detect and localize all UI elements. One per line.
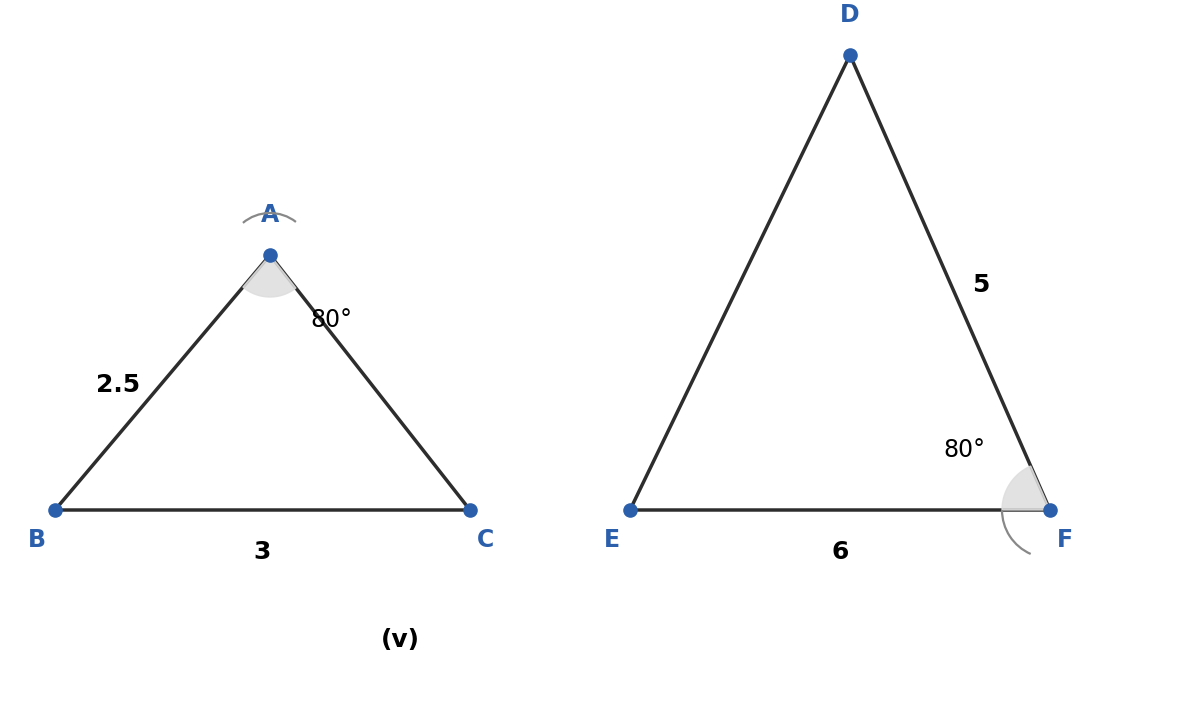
- Text: F: F: [1057, 528, 1073, 552]
- Text: E: E: [604, 528, 620, 552]
- Text: 6: 6: [832, 540, 848, 564]
- Point: [620, 504, 640, 516]
- Text: 2.5: 2.5: [96, 373, 140, 397]
- Text: D: D: [840, 3, 860, 27]
- Text: 3: 3: [253, 540, 271, 564]
- Text: 80°: 80°: [310, 308, 352, 332]
- Text: 5: 5: [972, 273, 989, 297]
- Polygon shape: [242, 255, 296, 297]
- Text: C: C: [476, 528, 493, 552]
- Point: [46, 504, 65, 516]
- Text: (v): (v): [380, 628, 420, 652]
- Point: [461, 504, 480, 516]
- Text: A: A: [260, 203, 280, 227]
- Polygon shape: [1002, 466, 1050, 510]
- Point: [1040, 504, 1060, 516]
- Text: B: B: [28, 528, 46, 552]
- Text: 80°: 80°: [943, 438, 985, 462]
- Point: [260, 249, 280, 261]
- Point: [840, 50, 859, 61]
